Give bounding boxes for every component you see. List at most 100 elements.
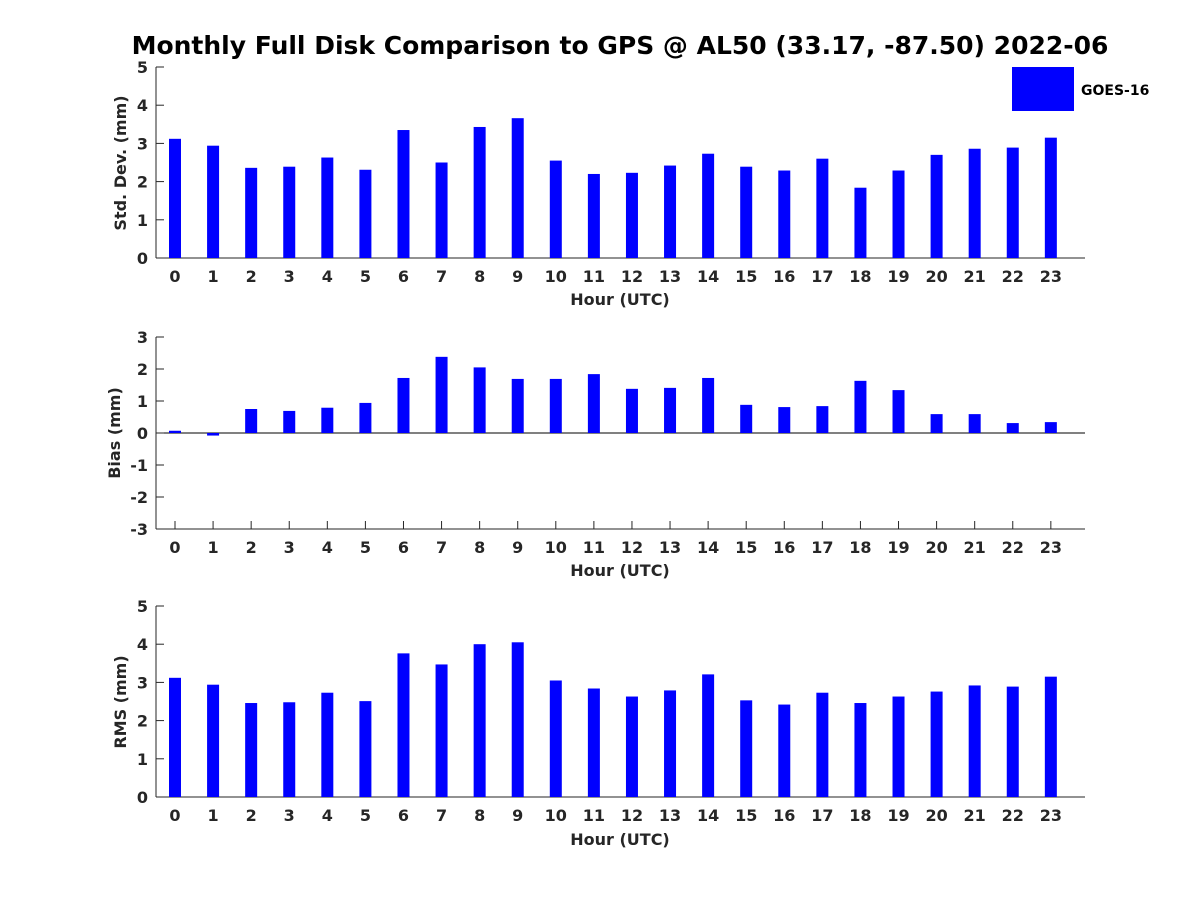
bar-std-dev-hour-8 bbox=[473, 126, 486, 258]
bar-std-dev-hour-5 bbox=[359, 169, 372, 258]
xtick-label: 0 bbox=[169, 267, 180, 286]
xtick-label: 14 bbox=[697, 806, 719, 825]
xlabel-std-dev: Hour (UTC) bbox=[570, 290, 670, 309]
xtick-label: 5 bbox=[360, 267, 371, 286]
bar-std-dev-hour-18 bbox=[854, 187, 867, 258]
xtick-label: 16 bbox=[773, 267, 795, 286]
xtick-label: 11 bbox=[583, 267, 605, 286]
ytick-label: 4 bbox=[137, 96, 148, 115]
bar-bias-hour-20 bbox=[930, 414, 943, 433]
xtick-label: 1 bbox=[208, 538, 219, 557]
bar-bias-hour-15 bbox=[740, 404, 753, 433]
ytick-label: 3 bbox=[137, 134, 148, 153]
xtick-label: 17 bbox=[811, 806, 833, 825]
xtick-label: 1 bbox=[208, 806, 219, 825]
xtick-label: 5 bbox=[360, 538, 371, 557]
bar-rms-hour-8 bbox=[473, 644, 486, 797]
bar-bias-hour-18 bbox=[854, 380, 867, 433]
bar-std-dev-hour-0 bbox=[169, 138, 181, 258]
bar-std-dev-hour-21 bbox=[968, 148, 981, 258]
bar-std-dev-hour-7 bbox=[435, 162, 448, 258]
bar-std-dev-hour-20 bbox=[930, 154, 943, 258]
bar-std-dev-hour-14 bbox=[702, 153, 715, 258]
ytick-label: -3 bbox=[130, 520, 148, 539]
xtick-label: 6 bbox=[398, 806, 409, 825]
bar-bias-hour-17 bbox=[816, 406, 829, 433]
bar-bias-hour-6 bbox=[397, 377, 410, 433]
xtick-label: 10 bbox=[545, 538, 567, 557]
bar-std-dev-hour-12 bbox=[625, 172, 638, 258]
bar-bias-hour-12 bbox=[625, 388, 638, 433]
xtick-label: 18 bbox=[849, 538, 871, 557]
bar-rms-hour-14 bbox=[702, 674, 715, 797]
xtick-label: 13 bbox=[659, 806, 681, 825]
bar-bias-hour-21 bbox=[968, 414, 981, 433]
bar-bias-hour-3 bbox=[283, 410, 296, 433]
bar-rms-hour-17 bbox=[816, 692, 829, 797]
xtick-label: 21 bbox=[964, 806, 986, 825]
bar-bias-hour-11 bbox=[587, 374, 600, 433]
ytick-label: 2 bbox=[137, 712, 148, 731]
ytick-label: 1 bbox=[137, 750, 148, 769]
bar-rms-hour-2 bbox=[245, 703, 258, 797]
xtick-label: 6 bbox=[398, 267, 409, 286]
xtick-label: 1 bbox=[208, 267, 219, 286]
xtick-label: 3 bbox=[284, 538, 295, 557]
bar-std-dev-hour-23 bbox=[1044, 137, 1057, 258]
bar-std-dev-hour-13 bbox=[664, 165, 677, 258]
bar-std-dev-hour-22 bbox=[1006, 147, 1019, 258]
ytick-label: 1 bbox=[137, 392, 148, 411]
ytick-label: -2 bbox=[130, 488, 148, 507]
legend-label-goes-16: GOES-16 bbox=[1081, 83, 1149, 99]
xtick-label: 7 bbox=[436, 806, 447, 825]
bar-std-dev-hour-2 bbox=[245, 167, 258, 258]
xtick-label: 20 bbox=[925, 806, 947, 825]
xtick-label: 21 bbox=[964, 267, 986, 286]
xtick-label: 4 bbox=[322, 267, 333, 286]
ytick-label: 5 bbox=[137, 597, 148, 616]
bar-rms-hour-13 bbox=[664, 690, 677, 797]
xtick-label: 14 bbox=[697, 267, 719, 286]
bar-bias-hour-9 bbox=[511, 378, 524, 433]
bar-std-dev-hour-15 bbox=[740, 166, 753, 258]
xlabel-rms: Hour (UTC) bbox=[570, 830, 670, 849]
bar-bias-hour-4 bbox=[321, 407, 334, 433]
ytick-label: 5 bbox=[137, 58, 148, 77]
xtick-label: 18 bbox=[849, 806, 871, 825]
chart-title: Monthly Full Disk Comparison to GPS @ AL… bbox=[132, 31, 1109, 60]
bar-bias-hour-10 bbox=[549, 378, 562, 433]
bar-std-dev-hour-16 bbox=[778, 170, 791, 258]
ytick-label: 1 bbox=[137, 211, 148, 230]
ylabel-std-dev: Std. Dev. (mm) bbox=[111, 95, 130, 230]
xtick-label: 23 bbox=[1040, 538, 1062, 557]
xtick-label: 16 bbox=[773, 806, 795, 825]
xtick-label: 14 bbox=[697, 538, 719, 557]
ylabel-bias: Bias (mm) bbox=[105, 387, 124, 479]
xtick-label: 2 bbox=[246, 538, 257, 557]
xtick-label: 22 bbox=[1002, 806, 1024, 825]
bar-rms-hour-19 bbox=[892, 696, 905, 797]
xtick-label: 13 bbox=[659, 267, 681, 286]
xtick-label: 2 bbox=[246, 267, 257, 286]
bar-bias-hour-8 bbox=[473, 367, 486, 433]
bar-bias-hour-1 bbox=[207, 433, 220, 436]
xtick-label: 16 bbox=[773, 538, 795, 557]
xtick-label: 8 bbox=[474, 538, 485, 557]
ytick-label: 2 bbox=[137, 173, 148, 192]
bar-std-dev-hour-4 bbox=[321, 157, 334, 258]
xtick-label: 7 bbox=[436, 538, 447, 557]
xtick-label: 0 bbox=[169, 806, 180, 825]
xtick-label: 22 bbox=[1002, 267, 1024, 286]
legend: GOES-16 bbox=[1012, 67, 1149, 111]
bar-rms-hour-7 bbox=[435, 664, 448, 797]
ytick-label: 4 bbox=[137, 635, 148, 654]
bar-bias-hour-23 bbox=[1044, 422, 1057, 433]
xtick-label: 8 bbox=[474, 806, 485, 825]
xtick-label: 12 bbox=[621, 538, 643, 557]
xtick-label: 21 bbox=[964, 538, 986, 557]
xtick-label: 3 bbox=[284, 806, 295, 825]
xtick-label: 9 bbox=[512, 538, 523, 557]
xtick-label: 19 bbox=[887, 806, 909, 825]
ytick-label: 3 bbox=[137, 673, 148, 692]
